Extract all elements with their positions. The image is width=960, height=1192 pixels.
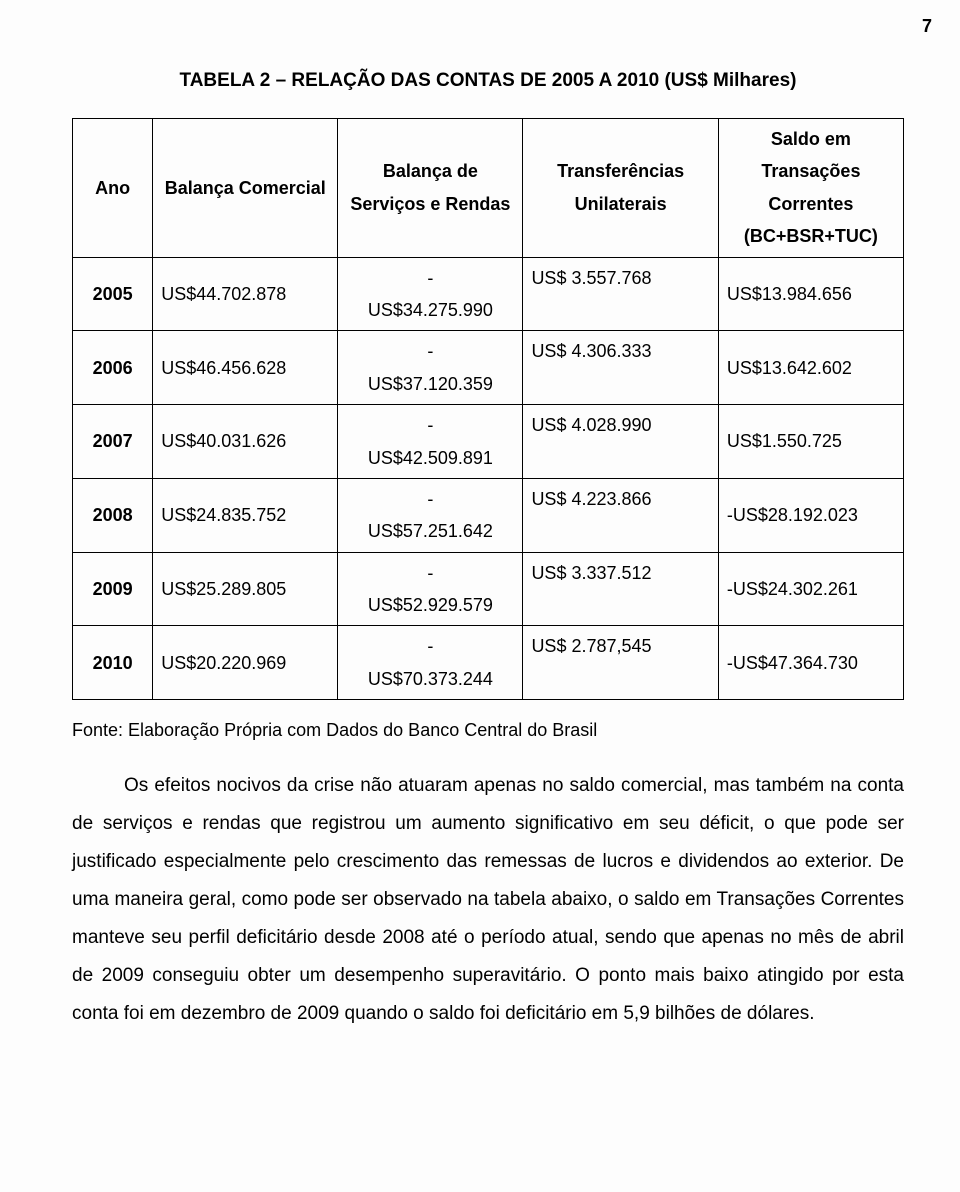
cell-year: 2007: [73, 405, 153, 479]
cell-svc: - US$70.373.244: [338, 626, 523, 700]
cell-tu: US$ 4.028.990: [523, 405, 718, 479]
cell-year: 2008: [73, 478, 153, 552]
cell-bc: US$25.289.805: [153, 552, 338, 626]
cell-year: 2009: [73, 552, 153, 626]
table-row: 2005 US$44.702.878 - US$34.275.990 US$ 3…: [73, 257, 904, 331]
cell-svc: - US$52.929.579: [338, 552, 523, 626]
table-source: Fonte: Elaboração Própria com Dados do B…: [72, 720, 904, 741]
cell-tu: US$ 3.557.768: [523, 257, 718, 331]
cell-saldo: US$13.642.602: [718, 331, 903, 405]
cell-svc: - US$57.251.642: [338, 478, 523, 552]
cell-bc: US$46.456.628: [153, 331, 338, 405]
page-number: 7: [922, 16, 932, 37]
cell-year: 2006: [73, 331, 153, 405]
table-row: 2009 US$25.289.805 - US$52.929.579 US$ 3…: [73, 552, 904, 626]
table-title: TABELA 2 – RELAÇÃO DAS CONTAS DE 2005 A …: [72, 70, 904, 92]
cell-year: 2010: [73, 626, 153, 700]
cell-saldo: -US$28.192.023: [718, 478, 903, 552]
cell-tu: US$ 4.306.333: [523, 331, 718, 405]
col-header-ano: Ano: [73, 119, 153, 258]
table-row: 2006 US$46.456.628 - US$37.120.359 US$ 4…: [73, 331, 904, 405]
cell-saldo: US$1.550.725: [718, 405, 903, 479]
cell-tu: US$ 3.337.512: [523, 552, 718, 626]
table-row: 2010 US$20.220.969 - US$70.373.244 US$ 2…: [73, 626, 904, 700]
col-header-saldo: Saldo em Transações Correntes (BC+BSR+TU…: [718, 119, 903, 258]
body-paragraph: Os efeitos nocivos da crise não atuaram …: [72, 767, 904, 1033]
cell-tu: US$ 4.223.866: [523, 478, 718, 552]
cell-bc: US$40.031.626: [153, 405, 338, 479]
cell-saldo: -US$47.364.730: [718, 626, 903, 700]
data-table: Ano Balança Comercial Balança de Serviço…: [72, 118, 904, 700]
cell-svc: - US$42.509.891: [338, 405, 523, 479]
col-header-tu: Transferências Unilaterais: [523, 119, 718, 258]
table-row: 2008 US$24.835.752 - US$57.251.642 US$ 4…: [73, 478, 904, 552]
cell-saldo: -US$24.302.261: [718, 552, 903, 626]
cell-saldo: US$13.984.656: [718, 257, 903, 331]
cell-svc: - US$37.120.359: [338, 331, 523, 405]
table-header-row: Ano Balança Comercial Balança de Serviço…: [73, 119, 904, 258]
cell-svc: - US$34.275.990: [338, 257, 523, 331]
cell-bc: US$24.835.752: [153, 478, 338, 552]
cell-bc: US$20.220.969: [153, 626, 338, 700]
cell-tu: US$ 2.787,545: [523, 626, 718, 700]
col-header-bc: Balança Comercial: [153, 119, 338, 258]
cell-bc: US$44.702.878: [153, 257, 338, 331]
table-row: 2007 US$40.031.626 - US$42.509.891 US$ 4…: [73, 405, 904, 479]
cell-year: 2005: [73, 257, 153, 331]
col-header-svc: Balança de Serviços e Rendas: [338, 119, 523, 258]
page-content: TABELA 2 – RELAÇÃO DAS CONTAS DE 2005 A …: [0, 0, 960, 1033]
